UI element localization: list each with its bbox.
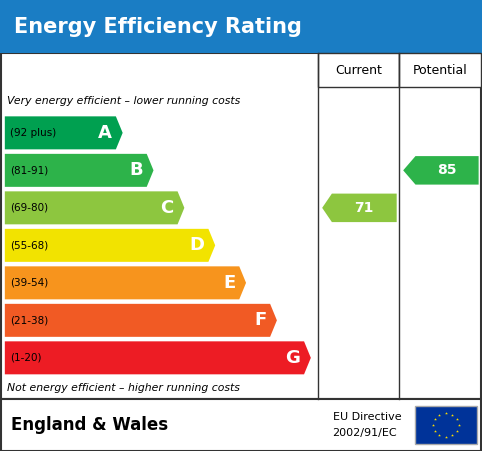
Bar <box>0 0 482 53</box>
Bar <box>1 53 481 399</box>
Polygon shape <box>5 304 277 337</box>
Text: (81-91): (81-91) <box>10 166 48 175</box>
Text: 85: 85 <box>437 163 457 177</box>
Text: C: C <box>161 199 174 217</box>
Text: Current: Current <box>335 64 382 77</box>
Text: (1-20): (1-20) <box>10 353 41 363</box>
Text: Not energy efficient – higher running costs: Not energy efficient – higher running co… <box>7 383 240 393</box>
Text: 2002/91/EC: 2002/91/EC <box>333 428 397 438</box>
Text: Very energy efficient – lower running costs: Very energy efficient – lower running co… <box>7 96 241 106</box>
Text: England & Wales: England & Wales <box>11 416 168 434</box>
Text: EU Directive: EU Directive <box>333 412 401 422</box>
Text: (21-38): (21-38) <box>10 315 48 325</box>
Polygon shape <box>5 267 246 299</box>
Bar <box>318 53 399 87</box>
Text: 71: 71 <box>355 201 374 215</box>
Polygon shape <box>5 116 122 149</box>
Text: (39-54): (39-54) <box>10 278 48 288</box>
Polygon shape <box>5 229 215 262</box>
Polygon shape <box>322 193 397 222</box>
Polygon shape <box>5 191 184 224</box>
Text: G: G <box>285 349 300 367</box>
Polygon shape <box>5 341 311 374</box>
Polygon shape <box>5 154 153 187</box>
Text: Potential: Potential <box>413 64 468 77</box>
Text: (55-68): (55-68) <box>10 240 48 250</box>
Text: B: B <box>129 161 143 179</box>
Text: D: D <box>189 236 204 254</box>
Text: Energy Efficiency Rating: Energy Efficiency Rating <box>14 17 302 37</box>
Bar <box>415 406 477 444</box>
Text: (92 plus): (92 plus) <box>10 128 56 138</box>
Text: A: A <box>98 124 112 142</box>
Polygon shape <box>403 156 479 184</box>
Text: (69-80): (69-80) <box>10 203 48 213</box>
Text: F: F <box>254 311 266 329</box>
Bar <box>1 399 481 451</box>
Text: E: E <box>223 274 235 292</box>
Bar <box>399 53 481 87</box>
